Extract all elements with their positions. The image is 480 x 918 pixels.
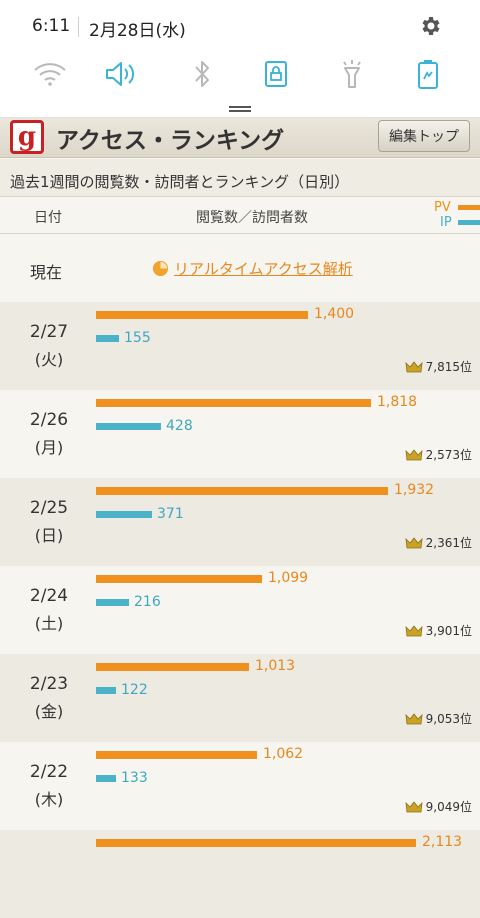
- ip-value: 216: [134, 594, 161, 610]
- ip-bar: [96, 775, 116, 782]
- pv-value: 1,932: [394, 482, 435, 498]
- day-date: 2/26: [29, 410, 69, 430]
- app-header: g アクセス・ランキング 編集トップ: [0, 118, 480, 158]
- page-title: アクセス・ランキング: [56, 128, 285, 154]
- panel-drag-handle[interactable]: [229, 106, 251, 112]
- legend-pv-swatch: [458, 205, 480, 210]
- day-row: 2/22 (木) 1,062 133 9,049位: [0, 742, 480, 830]
- pv-bar: [96, 487, 388, 495]
- rank-badge: 7,815位: [405, 358, 472, 375]
- pv-bar: [96, 311, 308, 319]
- rank-badge: 2,361位: [405, 534, 472, 551]
- clock-pie-icon: [152, 260, 169, 277]
- pv-value: 1,062: [263, 746, 304, 762]
- now-row: 現在 リアルタイムアクセス解析: [0, 235, 480, 301]
- pv-bar: [96, 751, 257, 759]
- app-logo: g: [10, 120, 44, 154]
- crown-icon: [405, 800, 423, 812]
- ip-value: 371: [157, 506, 184, 522]
- screen-lock-icon[interactable]: [258, 56, 294, 92]
- day-row: 2/26 (月) 1,818 428 2,573位: [0, 390, 480, 478]
- crown-icon: [405, 712, 423, 724]
- flashlight-icon[interactable]: [334, 56, 370, 92]
- rank-value: 3,901位: [425, 624, 472, 638]
- realtime-analytics-link[interactable]: リアルタイムアクセス解析: [152, 258, 353, 279]
- column-header: 日付 閲覧数／訪問者数 PV IP: [0, 198, 480, 234]
- ip-bar: [96, 335, 119, 342]
- pv-value: 1,818: [377, 394, 418, 410]
- wifi-icon[interactable]: [32, 56, 68, 92]
- battery-saver-icon[interactable]: [410, 56, 446, 92]
- day-date: 2/23: [29, 674, 69, 694]
- day-of-week: (木): [34, 790, 64, 809]
- pv-bar: [96, 575, 262, 583]
- day-of-week: (月): [34, 438, 64, 457]
- status-time: 6:11: [32, 16, 71, 36]
- ip-value: 428: [166, 418, 193, 434]
- day-row: 2/23 (金) 1,013 122 9,053位: [0, 654, 480, 742]
- pv-bar: [96, 663, 249, 671]
- status-divider: [78, 17, 79, 37]
- rank-badge: 9,049位: [405, 798, 472, 815]
- pv-value: 2,113: [422, 834, 463, 850]
- day-date: 2/24: [29, 586, 69, 606]
- ip-value: 122: [121, 682, 148, 698]
- sound-icon[interactable]: [102, 56, 138, 92]
- column-views-label: 閲覧数／訪問者数: [196, 210, 308, 226]
- day-of-week: (金): [34, 702, 64, 721]
- rank-value: 2,361位: [425, 536, 472, 550]
- section-subtitle: 過去1週間の閲覧数・訪問者とランキング（日別）: [0, 159, 480, 197]
- crown-icon: [405, 448, 423, 460]
- crown-icon: [405, 536, 423, 548]
- ip-bar: [96, 511, 152, 518]
- day-of-week: (土): [34, 614, 64, 633]
- status-date: 2月28日(水): [89, 21, 186, 41]
- day-row: 2/25 (日) 1,932 371 2,361位: [0, 478, 480, 566]
- legend-ip-swatch: [458, 220, 480, 225]
- day-row: 2/27 (火) 1,400 155 7,815位: [0, 302, 480, 390]
- ip-bar: [96, 687, 116, 694]
- day-of-week: (火): [34, 350, 64, 369]
- pv-bar: [96, 839, 416, 847]
- rank-value: 7,815位: [425, 360, 472, 374]
- now-label: 現在: [30, 263, 63, 282]
- rank-badge: 3,901位: [405, 622, 472, 639]
- rank-badge: 9,053位: [405, 710, 472, 727]
- pv-bar: [96, 399, 371, 407]
- day-date: 2/22: [29, 762, 69, 782]
- rank-value: 2,573位: [425, 448, 472, 462]
- column-date-label: 日付: [34, 210, 62, 226]
- day-of-week: (日): [34, 526, 64, 545]
- ip-bar: [96, 423, 161, 430]
- pv-value: 1,099: [268, 570, 309, 586]
- legend-ip-label: IP: [440, 215, 452, 230]
- day-row: 2,113: [0, 830, 480, 918]
- bluetooth-icon[interactable]: [184, 56, 220, 92]
- day-date: 2/27: [29, 322, 69, 342]
- pv-value: 1,013: [255, 658, 296, 674]
- quick-settings-panel: 6:11 2月28日(水): [0, 0, 480, 118]
- rank-badge: 2,573位: [405, 446, 472, 463]
- day-date: 2/25: [29, 498, 69, 518]
- pv-value: 1,400: [314, 306, 355, 322]
- rank-value: 9,053位: [425, 712, 472, 726]
- day-row: 2/24 (土) 1,099 216 3,901位: [0, 566, 480, 654]
- realtime-link-label[interactable]: リアルタイムアクセス解析: [174, 260, 353, 278]
- edit-top-button[interactable]: 編集トップ: [378, 120, 470, 152]
- settings-gear-icon[interactable]: [418, 14, 442, 38]
- ip-value: 155: [124, 330, 151, 346]
- crown-icon: [405, 360, 423, 372]
- ip-value: 133: [121, 770, 148, 786]
- quick-toggle-row: [0, 56, 480, 96]
- legend-pv-label: PV: [434, 200, 451, 215]
- rank-value: 9,049位: [425, 800, 472, 814]
- crown-icon: [405, 624, 423, 636]
- ip-bar: [96, 599, 129, 606]
